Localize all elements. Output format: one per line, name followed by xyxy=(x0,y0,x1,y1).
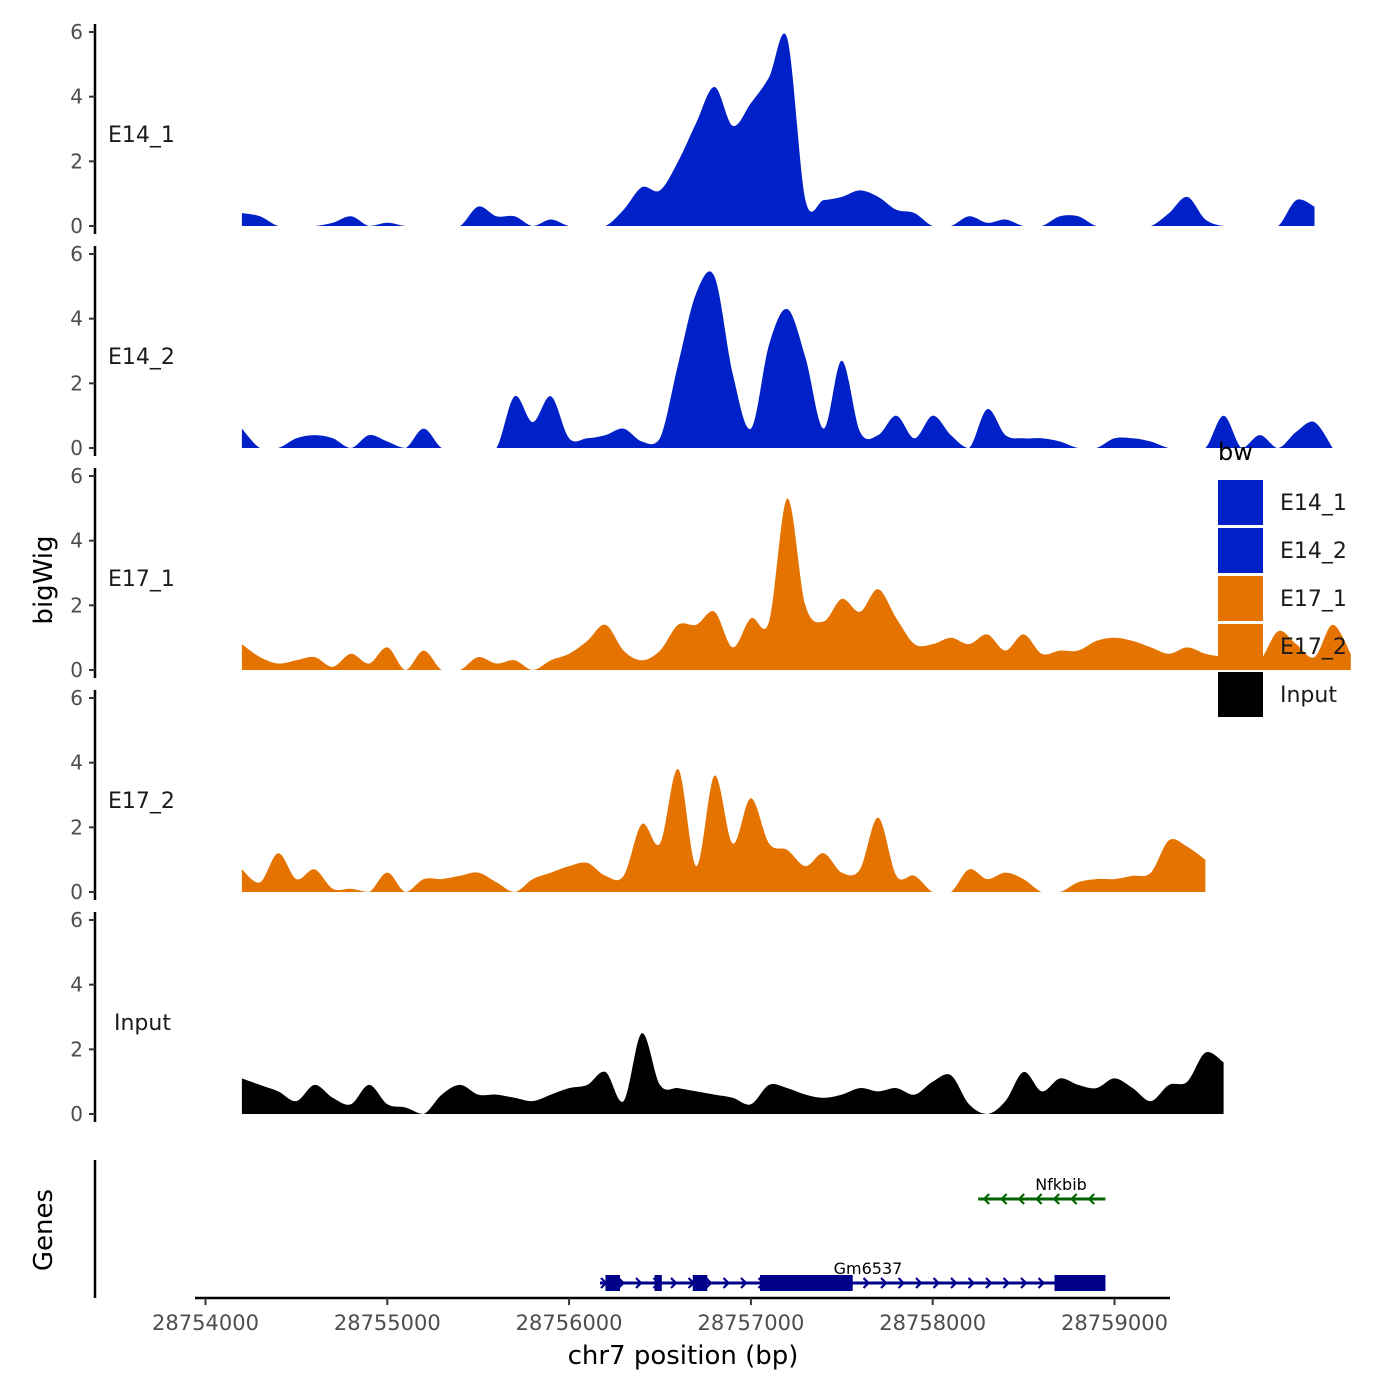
strand-chevron xyxy=(722,1277,731,1289)
y-tick-label: 6 xyxy=(70,464,83,488)
signal-area-Input xyxy=(241,1033,1224,1114)
signal-area-E17_1 xyxy=(241,498,1351,670)
strand-chevron xyxy=(1002,1277,1011,1289)
exon xyxy=(692,1275,708,1291)
legend-label: E17_1 xyxy=(1280,587,1347,612)
y-tick-label: 0 xyxy=(70,214,83,238)
track-E17_2: 0 2 4 6 E17_2 xyxy=(70,686,1206,904)
legend-key-Input xyxy=(1218,672,1263,717)
legend-label: Input xyxy=(1280,683,1337,708)
strand-chevron xyxy=(1000,1193,1008,1205)
strand-chevron xyxy=(1037,1277,1046,1289)
track-E17_1: 0 2 4 6 E17_1 xyxy=(70,464,1351,682)
y-tick-label: 4 xyxy=(70,751,83,775)
strand-chevron xyxy=(1052,1193,1060,1205)
legend-title: bw xyxy=(1218,438,1253,466)
x-tick-label: 28759000 xyxy=(1061,1311,1168,1335)
track-label: E17_1 xyxy=(108,567,175,592)
x-tick-label: 28758000 xyxy=(879,1311,986,1335)
strand-chevron xyxy=(985,1277,993,1289)
gene-Nfkbib: Nfkbib xyxy=(978,1175,1106,1205)
legend-label: E14_1 xyxy=(1280,491,1347,516)
signal-area-E14_2 xyxy=(241,271,1333,448)
y-tick-label: 4 xyxy=(70,529,83,553)
gene-track: Nfkbib Gm6537 xyxy=(93,1160,1106,1298)
x-tick-label: 28756000 xyxy=(516,1311,623,1335)
strand-chevron xyxy=(1017,1193,1025,1205)
x-axis: 28754000 28755000 28756000 28757000 28758000… xyxy=(152,1296,1170,1335)
y-tick-label: 6 xyxy=(70,686,83,710)
y-tick-label: 0 xyxy=(70,880,83,904)
x-tick-label: 28757000 xyxy=(697,1311,804,1335)
track-E14_1: 0 2 4 6 E14_1 xyxy=(70,20,1315,238)
signal-area-E14_1 xyxy=(241,33,1315,227)
y-tick-label: 6 xyxy=(70,908,83,932)
strand-chevron xyxy=(617,1277,626,1289)
strand-chevron xyxy=(982,1193,990,1205)
exon xyxy=(654,1275,662,1291)
track-label: E14_1 xyxy=(108,123,175,148)
genes-track-label: Genes xyxy=(29,1189,59,1271)
gene-name-label: Gm6537 xyxy=(834,1259,903,1278)
y-tick-label: 6 xyxy=(70,242,83,266)
track-E14_2: 0 2 4 6 E14_2 xyxy=(70,242,1333,460)
x-tick-label: 28754000 xyxy=(152,1311,259,1335)
legend: bw E14_1 E14_2 E17_1 E17_2 Input xyxy=(1218,438,1347,717)
y-tick-label: 2 xyxy=(70,593,83,617)
y-tick-label: 2 xyxy=(70,1037,83,1061)
track-label: E14_2 xyxy=(108,345,175,370)
strand-chevron xyxy=(897,1277,906,1289)
x-tick-label: 28755000 xyxy=(334,1311,441,1335)
track-label: Input xyxy=(114,1011,171,1036)
strand-chevron xyxy=(967,1277,976,1289)
strand-chevron xyxy=(950,1277,958,1289)
track-label: E17_2 xyxy=(108,789,175,814)
y-tick-label: 2 xyxy=(70,149,83,173)
legend-key-E17_1 xyxy=(1218,576,1263,621)
y-axis-title: bigWig xyxy=(29,535,59,624)
y-tick-label: 4 xyxy=(70,307,83,331)
strand-chevron xyxy=(880,1277,888,1289)
legend-key-E14_2 xyxy=(1218,528,1263,573)
strand-chevron xyxy=(915,1277,923,1289)
strand-chevron xyxy=(1035,1193,1043,1205)
strand-chevron xyxy=(862,1277,871,1289)
signal-tracks: 0 2 4 6 E14_1 0 2 4 6 E14_2 0 2 4 6 E17_1 0 2 4 6 E17_2 0 2 4 6… xyxy=(70,20,1351,1126)
strand-chevron xyxy=(635,1277,643,1289)
exon xyxy=(1054,1275,1106,1291)
exon xyxy=(605,1275,621,1291)
strand-chevron xyxy=(670,1277,678,1289)
y-tick-label: 6 xyxy=(70,20,83,44)
y-tick-label: 0 xyxy=(70,658,83,682)
y-tick-label: 2 xyxy=(70,815,83,839)
y-tick-label: 2 xyxy=(70,371,83,395)
track-Input: 0 2 4 6 Input xyxy=(70,908,1224,1126)
y-tick-label: 0 xyxy=(70,1102,83,1126)
y-tick-label: 4 xyxy=(70,973,83,997)
legend-key-E17_2 xyxy=(1218,624,1263,669)
gene-Gm6537: Gm6537 xyxy=(600,1259,1106,1291)
legend-label: E14_2 xyxy=(1280,539,1347,564)
strand-chevron xyxy=(740,1277,748,1289)
x-axis-title: chr7 position (bp) xyxy=(568,1341,799,1371)
gene-name-label: Nfkbib xyxy=(1035,1175,1087,1194)
strand-chevron xyxy=(705,1277,713,1289)
y-tick-label: 4 xyxy=(70,85,83,109)
legend-key-E14_1 xyxy=(1218,480,1263,525)
strand-chevron xyxy=(1020,1277,1028,1289)
y-tick-label: 0 xyxy=(70,436,83,460)
exon xyxy=(759,1275,853,1291)
strand-chevron xyxy=(1087,1193,1095,1205)
strand-chevron xyxy=(1070,1193,1078,1205)
legend-label: E17_2 xyxy=(1280,635,1347,660)
signal-area-E17_2 xyxy=(241,768,1206,892)
strand-chevron xyxy=(932,1277,941,1289)
